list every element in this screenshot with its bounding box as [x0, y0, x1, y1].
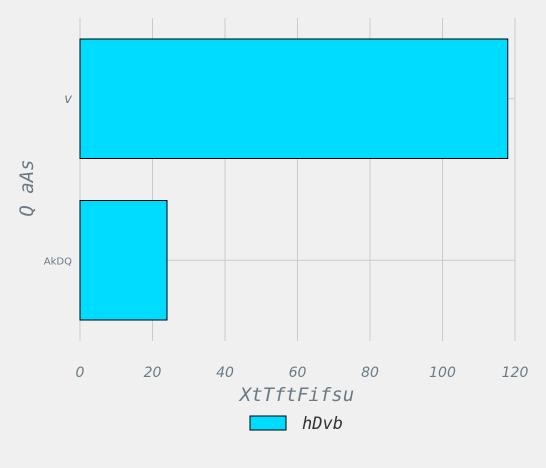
bar-AkDQ — [79, 199, 168, 321]
legend-swatch — [249, 415, 287, 431]
bar-v — [79, 38, 509, 160]
legend-label: hDvb — [302, 414, 343, 434]
bars — [79, 38, 509, 321]
x-tick-label: 40 — [216, 365, 234, 381]
x-tick-label: 60 — [289, 365, 307, 381]
x-axis-label: XtTftFifsu — [238, 384, 354, 406]
x-tick-label: 100 — [429, 365, 456, 381]
y-axis-label: Q aAs — [16, 159, 38, 216]
y-tick-label: AkDQ — [44, 256, 72, 267]
legend: hDvb — [249, 414, 343, 434]
y-tick-label: v — [64, 92, 72, 107]
x-tick-label: 80 — [361, 365, 379, 381]
x-tick-label: 120 — [502, 365, 529, 381]
x-tick-labels: 0 20 40 60 80 100 120 — [76, 365, 529, 381]
x-tick-label: 0 — [76, 365, 85, 381]
x-tick-label: 20 — [144, 365, 162, 381]
y-tick-labels: AkDQ v — [44, 92, 73, 268]
